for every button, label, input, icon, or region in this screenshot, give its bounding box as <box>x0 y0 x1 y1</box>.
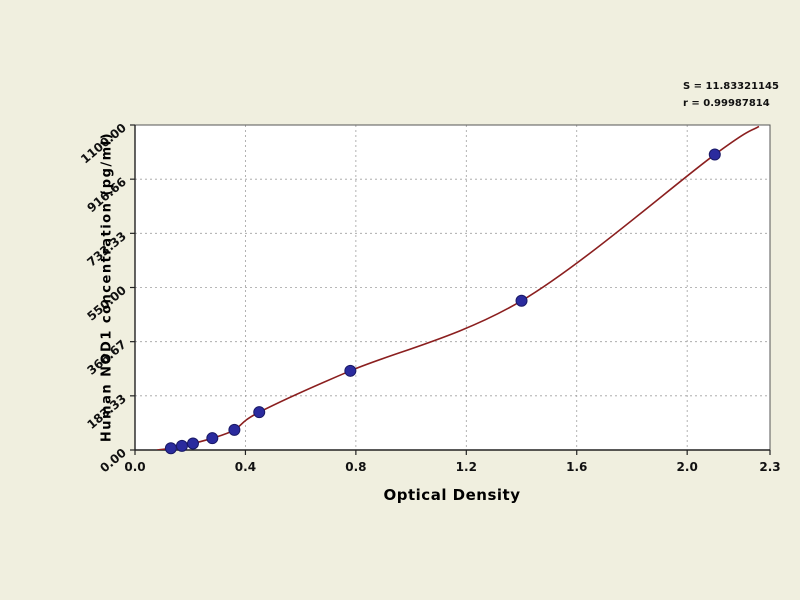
x-tick-label: 1.2 <box>456 460 477 474</box>
data-point <box>344 364 357 377</box>
x-axis-title: Optical Density <box>383 486 521 504</box>
x-tick-label: 1.6 <box>566 460 587 474</box>
data-point <box>206 432 219 445</box>
data-point <box>708 148 721 161</box>
x-tick-label: 0.0 <box>124 460 145 474</box>
fit-r-value: r = 0.99987814 <box>683 98 770 109</box>
data-point <box>175 439 188 452</box>
fit-s-value: S = 11.83321145 <box>683 81 779 92</box>
x-tick-label: 0.4 <box>235 460 256 474</box>
data-point <box>186 437 199 450</box>
data-point <box>515 294 528 307</box>
x-tick-label: 0.8 <box>345 460 366 474</box>
x-tick-label: 2.0 <box>677 460 698 474</box>
data-point <box>164 442 177 455</box>
y-axis-title: Human NOD1 concentration (pg/ml) <box>99 131 115 443</box>
data-point <box>228 423 241 436</box>
fit-statistics: S = 11.83321145 r = 0.99987814 <box>683 78 779 112</box>
x-tick-label: 2.3 <box>759 460 780 474</box>
data-point <box>253 406 266 419</box>
